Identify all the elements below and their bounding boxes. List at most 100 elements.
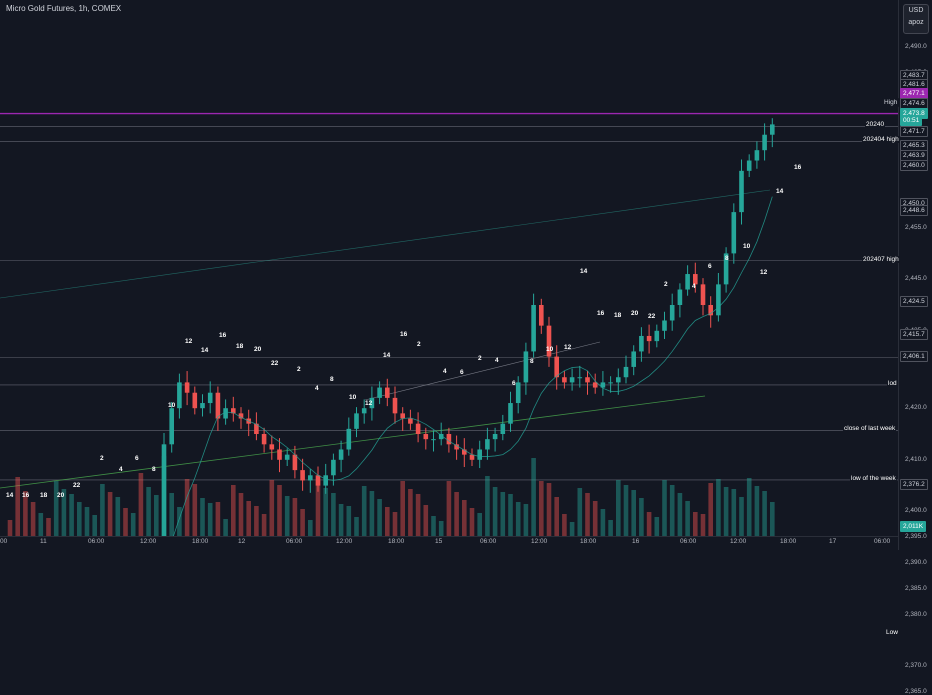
volume-bar (392, 512, 398, 536)
volume-bar (254, 506, 259, 536)
volume-bar (400, 481, 405, 536)
hour-annotation: 8 (530, 358, 534, 365)
volume-bar (308, 520, 313, 536)
candle-body (354, 413, 359, 429)
candle-body (569, 377, 575, 383)
candle-body (685, 274, 690, 290)
hour-annotation: 6 (708, 263, 712, 270)
volume-bar (207, 503, 213, 536)
volume-bar (184, 479, 190, 536)
price-tag: 2,424.5 (900, 296, 928, 307)
candle-body (693, 274, 698, 285)
volume-bar (284, 496, 290, 536)
user-label: apoz (908, 19, 924, 26)
volume-bar (30, 502, 36, 536)
time-tick-label: 18:00 (780, 538, 797, 545)
candle-body (531, 305, 536, 352)
volume-bar (377, 499, 382, 536)
time-tick-label: 06:00 (680, 538, 697, 545)
volume-bar (138, 473, 144, 536)
volume-bar (77, 502, 82, 536)
hour-annotation: 10 (349, 394, 357, 401)
volume-bar (585, 493, 590, 536)
candle-body (477, 449, 482, 460)
volume-bar (731, 489, 737, 536)
candlestick-chart[interactable] (0, 0, 898, 536)
volume-bar (723, 487, 729, 536)
time-axis[interactable] (0, 536, 898, 551)
volume-bar (523, 504, 529, 536)
volume-bar (146, 487, 151, 536)
candle-body (315, 475, 321, 486)
volume-bar (662, 480, 667, 536)
volume-bar (623, 485, 629, 536)
candle-body (454, 444, 459, 450)
chart-title: Micro Gold Futures, 1h, COMEX (6, 4, 122, 13)
candle-body (669, 305, 675, 321)
candle-body (169, 408, 174, 445)
hour-annotation: 16 (794, 164, 802, 171)
volume-bar (169, 493, 174, 536)
volume-bar (646, 512, 652, 536)
level-label: low of the week (850, 474, 897, 482)
hour-annotation: 16 (219, 332, 227, 339)
time-tick-label: 18:00 (580, 538, 597, 545)
time-tick-label: 16 (632, 538, 640, 545)
candle-body (762, 134, 767, 151)
candle-body (431, 439, 436, 441)
candle-body (515, 382, 521, 404)
hour-annotation: 12 (185, 338, 193, 345)
time-tick-label: 00 (0, 538, 8, 545)
candle-body (292, 454, 298, 471)
volume-bar (69, 494, 74, 536)
volume-bar (130, 513, 136, 536)
volume-bar (508, 494, 513, 536)
volume-bar (369, 491, 375, 536)
candle-body (677, 289, 683, 305)
level-label: Low (885, 629, 899, 637)
trend-line-upper (0, 189, 771, 299)
hour-annotation: 12 (365, 400, 373, 407)
volume-bar (577, 488, 583, 536)
volume-bar (238, 493, 244, 536)
price-tick-label: 2,390.0 (905, 559, 927, 566)
volume-bar (300, 509, 305, 536)
volume-bar (331, 493, 336, 536)
volume-bar (716, 479, 721, 536)
volume-bar (700, 514, 706, 536)
volume-bar (123, 508, 128, 536)
hour-annotation: 8 (152, 466, 156, 473)
volume-bar (7, 520, 13, 536)
price-tag: 2,011K (900, 521, 927, 532)
hour-annotation: 6 (460, 369, 464, 376)
volume-bar (177, 507, 182, 536)
candle-body (161, 444, 167, 536)
candle-body (700, 284, 706, 305)
currency-button[interactable]: USD apoz (903, 4, 929, 34)
price-tick-label: 2,420.0 (905, 404, 927, 412)
candle-body (662, 320, 667, 331)
candle-body (616, 377, 621, 383)
volume-bar (608, 520, 613, 536)
price-tick-label: 2,490.0 (905, 43, 927, 50)
volume-bar (192, 484, 198, 536)
chart-area[interactable]: Micro Gold Futures, 1h, COMEX (0, 0, 898, 536)
candle-body (754, 150, 760, 161)
volume-bar (531, 458, 536, 536)
hour-annotation: 4 (315, 385, 319, 392)
candle-body (485, 439, 490, 450)
price-tick-label: 2,400.0 (905, 507, 927, 515)
candle-body (646, 335, 652, 342)
price-tick-label: 2,385.0 (905, 584, 927, 592)
candle-body (554, 356, 559, 378)
time-tick-label: 06:00 (88, 538, 105, 545)
candle-body (284, 454, 290, 460)
hour-annotation: 4 (119, 466, 123, 473)
level-label: 202404 high (862, 136, 900, 144)
hour-annotation: 14 (6, 492, 14, 499)
candle-body (716, 284, 721, 316)
hour-annotation: 12 (760, 269, 768, 276)
trend-line-mid (364, 341, 601, 401)
candle-body (723, 253, 729, 285)
hour-annotation: 6 (512, 380, 516, 387)
